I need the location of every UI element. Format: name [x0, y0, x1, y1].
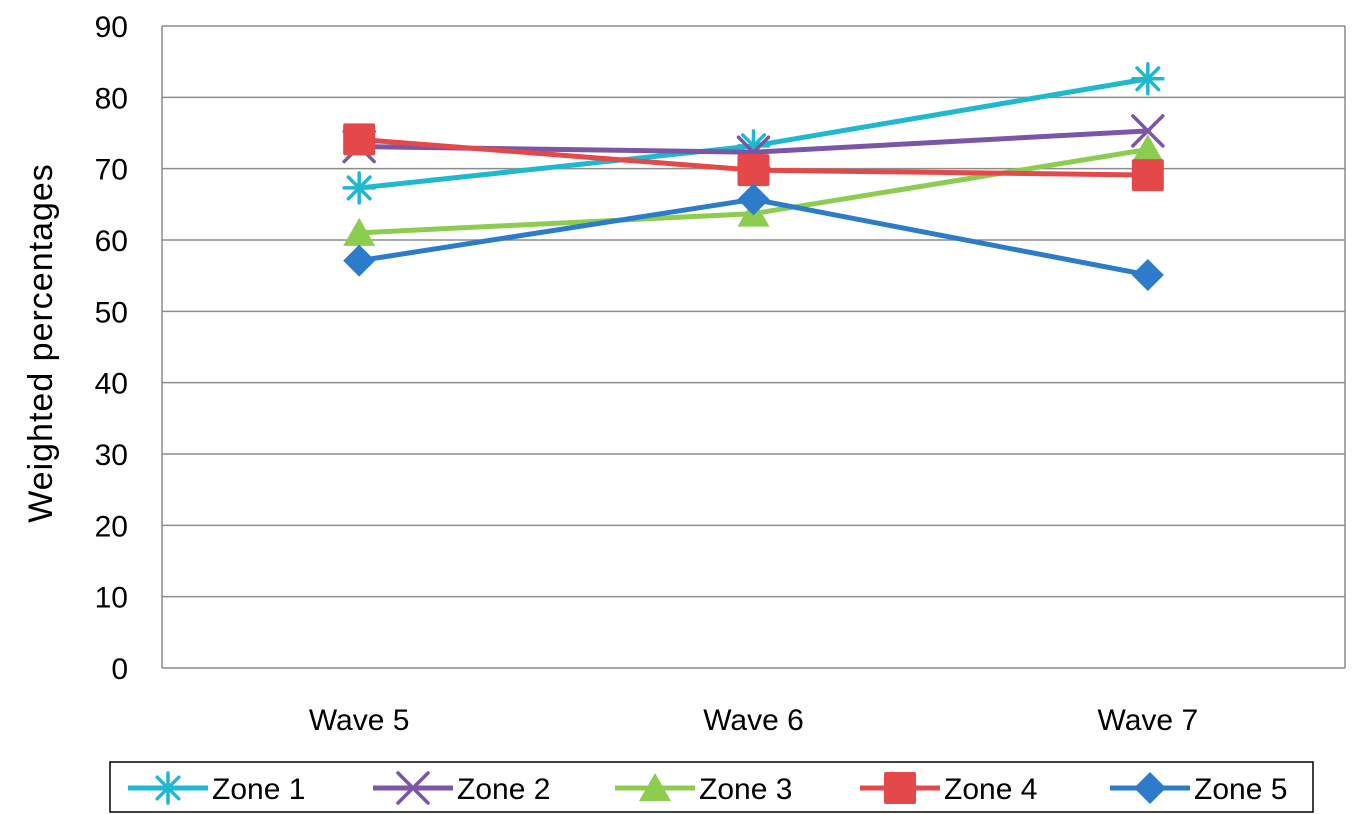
- data-point: [1131, 114, 1165, 148]
- series-zone-5: [343, 183, 1164, 291]
- legend-label: Zone 5: [1194, 773, 1287, 806]
- legend-label: Zone 4: [944, 773, 1037, 806]
- data-point: [342, 171, 376, 205]
- data-point: [737, 154, 770, 187]
- y-tick-label: 70: [95, 154, 128, 187]
- data-point: [1131, 258, 1164, 291]
- data-point: [737, 183, 770, 216]
- legend-label: Zone 3: [699, 773, 792, 806]
- y-axis-title: Weighted percentages: [22, 163, 60, 523]
- data-point: [1131, 62, 1165, 96]
- y-tick-label: 50: [95, 296, 128, 329]
- legend-marker: [884, 772, 916, 804]
- y-tick-label: 40: [95, 368, 128, 401]
- legend-marker: [396, 771, 430, 805]
- legend-marker: [639, 773, 671, 801]
- legend-marker: [151, 771, 185, 805]
- legend-item: Zone 3: [615, 773, 792, 806]
- legend-label: Zone 2: [457, 773, 550, 806]
- legend-item: Zone 2: [373, 771, 550, 806]
- series-zone-1: [342, 62, 1165, 205]
- x-tick-label: Wave 6: [703, 704, 804, 737]
- legend: Zone 1 Zone 2 Zone 3 Zone 4 Zone 5: [109, 761, 1314, 813]
- data-point: [1131, 134, 1164, 163]
- gridlines: [162, 25, 1345, 669]
- data-point: [343, 217, 376, 246]
- y-tick-label: 20: [95, 510, 128, 543]
- y-tick-labels: 0 10 20 30 40 50 60 70 80 90: [95, 11, 128, 686]
- x-tick-label: Wave 5: [309, 704, 410, 737]
- y-tick-label: 80: [95, 82, 128, 115]
- data-point: [343, 244, 376, 277]
- x-tick-label: Wave 7: [1098, 704, 1199, 737]
- series-zone-4: [343, 123, 1164, 192]
- data-point: [343, 123, 376, 156]
- legend-label: Zone 1: [212, 773, 305, 806]
- legend-item: Zone 5: [1110, 772, 1287, 806]
- data-point: [1131, 159, 1164, 192]
- x-tick-labels: Wave 5 Wave 6 Wave 7: [309, 704, 1198, 737]
- axes: [161, 26, 1346, 668]
- series: [342, 62, 1165, 291]
- y-tick-label: 30: [95, 439, 128, 472]
- legend-marker: [1134, 772, 1166, 804]
- legend-item: Zone 4: [860, 772, 1037, 806]
- y-tick-label: 60: [95, 225, 128, 258]
- legend-item: Zone 1: [128, 771, 305, 806]
- y-tick-label: 90: [95, 11, 128, 44]
- y-tick-label: 10: [95, 582, 128, 615]
- y-tick-label: 0: [111, 653, 128, 686]
